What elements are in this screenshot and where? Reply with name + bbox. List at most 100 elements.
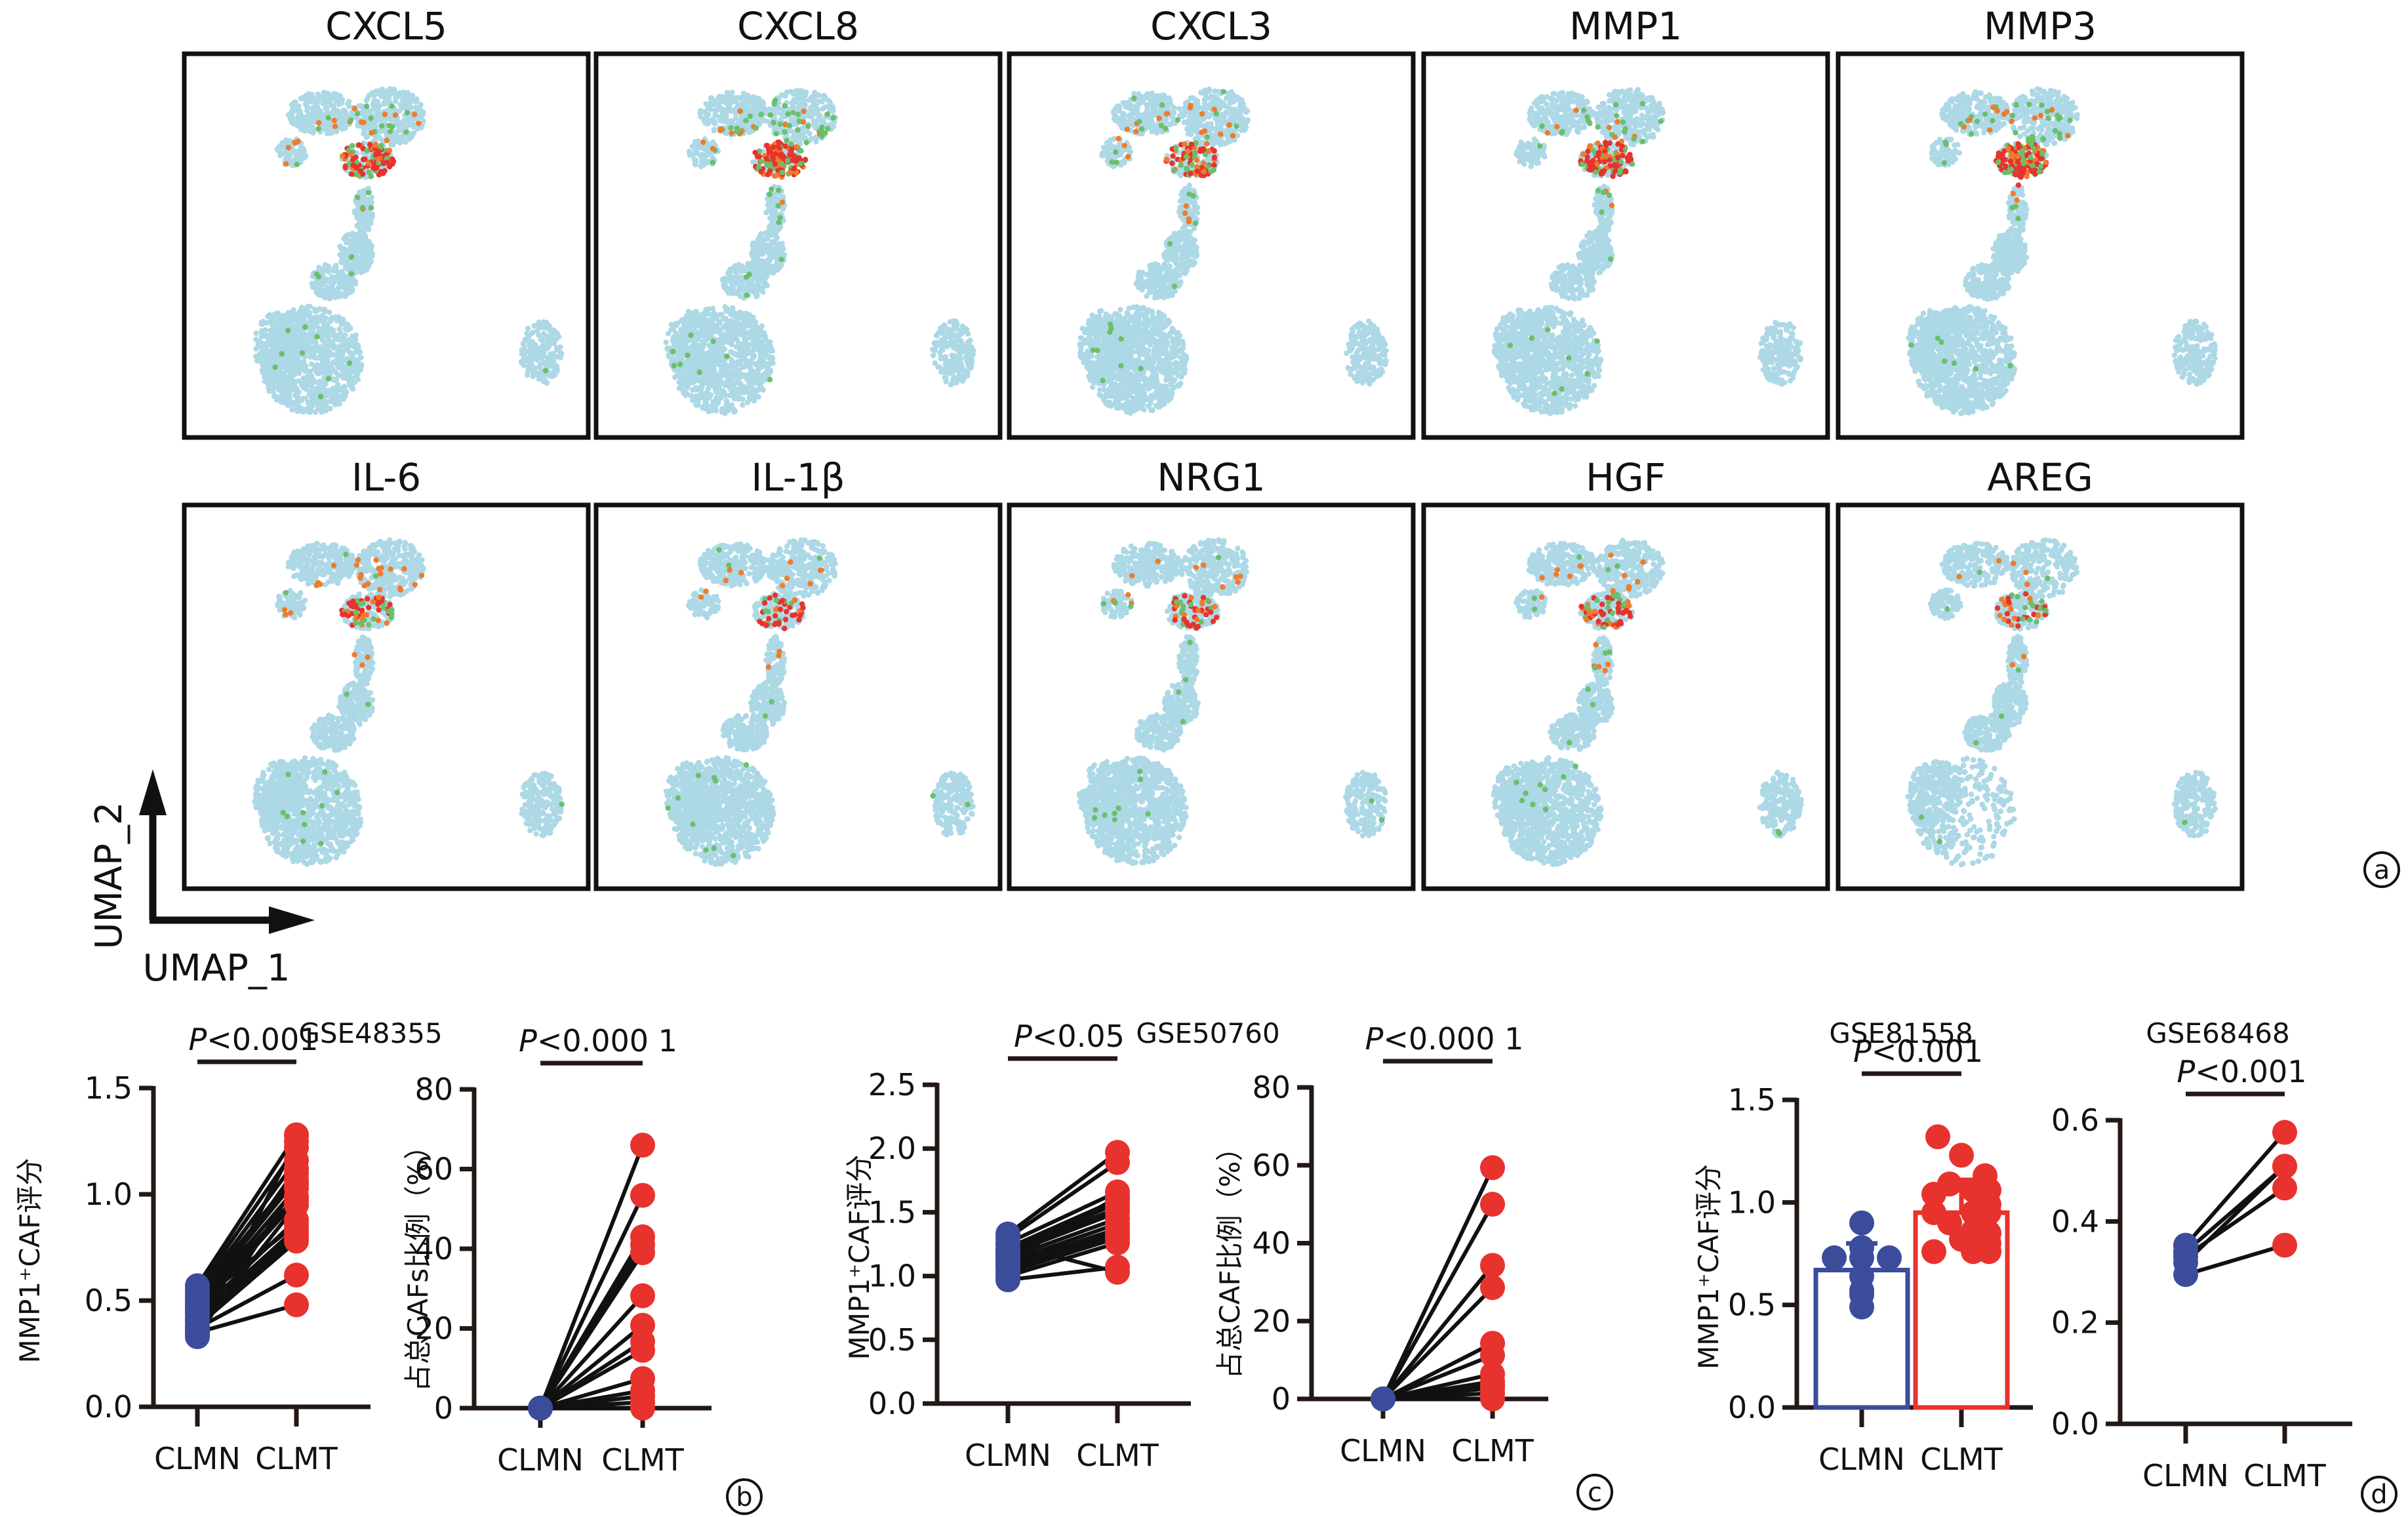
data-point-clmt [630,1133,655,1158]
data-point-clmn [1849,1211,1874,1236]
pair-line [197,1169,296,1309]
data-point-clmt [2272,1175,2297,1200]
arrow-right-icon [269,906,315,934]
y-axis-label: MMP1⁺CAF评分 [1693,1164,1725,1369]
data-point-clmt [1925,1124,1950,1149]
x-tick-label-clmn: CLMN [1818,1442,1905,1477]
y-axis-label: 占总CAFs比例（%） [402,1132,434,1392]
dataset-title: GSE50760 [1136,1017,1279,1049]
y-axis-label: MMP1⁺CAF评分 [843,1155,875,1360]
pair-line [2186,1133,2285,1245]
y-tick-label: 1.0 [1728,1184,1776,1220]
dataset-title: GSE48355 [298,1017,442,1049]
data-point-clmn [2173,1262,2198,1287]
umap-panel-cxcl5: CXCL5 [184,4,588,437]
y-tick-label: 40 [1252,1226,1291,1261]
y-tick-label: 0.4 [2051,1203,2099,1239]
p-value-label: P<0.05 [1014,1019,1125,1054]
p-value-label: P<0.001 [2177,1054,2307,1089]
figure: CXCL5 CXCL8 CXCL3 MMP1 MMP3 IL-6 IL-1β NRG1 HGF A… [0,0,2408,1517]
data-point-clmt [2272,1233,2297,1258]
data-point-clmt [1977,1239,2001,1264]
umap-panel-nrg1: NRG1 [1009,455,1413,889]
data-point-clmt [630,1183,655,1208]
x-tick-label-clmt: CLMT [1451,1433,1534,1468]
y-tick-label: 0.6 [2051,1102,2099,1138]
data-point-clmn [1849,1295,1874,1320]
y-tick-label: 0 [1272,1381,1291,1417]
data-point-clmn [185,1290,210,1315]
x-tick-label-clmt: CLMT [1076,1438,1159,1473]
data-point-clmn [995,1253,1020,1278]
y-tick-label: 0.5 [1728,1287,1776,1323]
data-point-clmt [2272,1154,2297,1179]
umap-gene-title: IL-6 [351,455,421,500]
umap-panel-cxcl8: CXCL8 [596,4,1000,437]
x-tick-label-clmn: CLMN [154,1441,241,1476]
data-point-clmn [1877,1245,1902,1270]
data-point-clmt [1480,1386,1505,1411]
p-value-label: P<0.000 1 [519,1023,677,1059]
y-axis-label: MMP1⁺CAF评分 [14,1158,46,1364]
umap-panel-mmp3: MMP3 [1838,4,2242,437]
data-point-clmt [630,1338,655,1363]
umap-gene-title: CXCL8 [737,4,859,49]
y-tick-label: 0.2 [2051,1305,2099,1341]
data-point-clmt [630,1284,655,1308]
umap-panel-il-1-: IL-1β [596,455,1000,889]
umap-gene-title: MMP1 [1569,4,1682,49]
umap2-label: UMAP_2 [88,801,130,949]
umap-panel-areg: AREG [1838,455,2242,889]
data-point-clmt [284,1129,309,1154]
panel-label-b: b [727,1480,761,1514]
y-tick-label: 80 [414,1072,453,1107]
data-point-clmt [1105,1221,1130,1245]
umap-gene-title: NRG1 [1157,455,1266,500]
x-tick-label-clmt: CLMT [601,1442,684,1478]
data-point-clmt [2272,1120,2297,1145]
umap-panels: CXCL5 CXCL8 CXCL3 MMP1 MMP3 IL-6 IL-1β NRG1 HGF A… [184,4,2242,889]
y-tick-label: 0.0 [1728,1390,1776,1425]
data-point-clmt [1480,1155,1505,1180]
data-point-clmn [528,1396,553,1421]
panel-label-a: a [2365,853,2399,887]
x-tick-label-clmn: CLMN [1340,1433,1426,1468]
umap1-label: UMAP_1 [142,947,290,990]
data-point-clmt [1973,1215,1997,1240]
y-tick-label: 0.0 [2051,1406,2099,1442]
data-point-clmt [1105,1260,1130,1285]
data-point-clmt [1480,1253,1505,1278]
y-tick-label: 1.0 [85,1177,132,1212]
data-point-clmt [630,1396,655,1421]
umap-panel-mmp1: MMP1 [1424,4,1828,437]
panel-label-d: d [2362,1477,2396,1511]
x-tick-label-clmn: CLMN [2142,1458,2229,1493]
umap-panel-cxcl3: CXCL3 [1009,4,1413,437]
umap-panel-hgf: HGF [1424,455,1828,889]
data-point-clmt [1480,1275,1505,1300]
x-tick-label-clmt: CLMT [2243,1458,2326,1493]
p-value-label: P<0.000 1 [1365,1021,1524,1057]
arrow-up-icon [139,769,167,815]
panel-label-c: c [1578,1475,1612,1509]
data-point-clmt [284,1263,309,1287]
y-tick-label: 1.5 [1728,1082,1776,1118]
y-tick-label: 0.0 [868,1386,916,1421]
y-tick-label: 0 [434,1390,453,1426]
data-point-clmn [1822,1245,1847,1270]
dataset-title: GSE81558 [1829,1017,1973,1049]
y-tick-label: 60 [1252,1148,1291,1183]
umap-gene-title: MMP3 [1984,4,2097,49]
y-tick-label: 0.0 [85,1389,132,1425]
data-point-clmt [1921,1239,1946,1264]
y-tick-label: 1.5 [85,1070,132,1106]
data-point-clmt [284,1211,309,1236]
charts: 0.0 0.5 1.0 1.5 CLMN CLMT P<0.001 GSE48355 MMP1⁺… [14,1017,2352,1493]
y-tick-label: 2.5 [868,1067,916,1102]
data-point-clmt [284,1292,309,1317]
